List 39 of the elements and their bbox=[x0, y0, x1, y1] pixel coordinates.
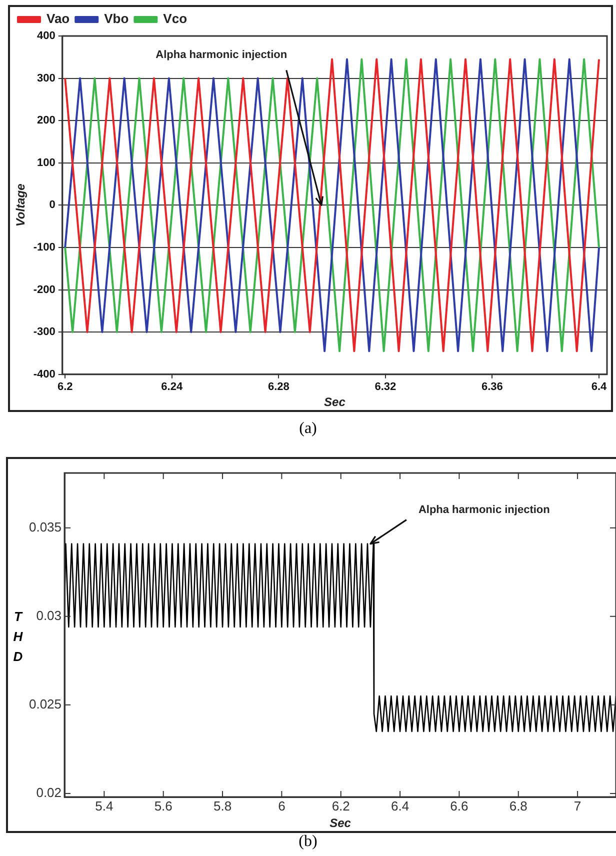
x-tick-label: 6.4 bbox=[390, 798, 410, 814]
y-tick-label: 200 bbox=[37, 114, 56, 127]
text: (a) bbox=[298, 420, 318, 438]
x-tick-label: 6.36 bbox=[482, 381, 503, 394]
legend-label: Vco bbox=[163, 11, 188, 26]
y-tick-label: -400 bbox=[33, 368, 56, 380]
legend-label: Vao bbox=[46, 11, 70, 26]
x-tick-label: 6.32 bbox=[374, 381, 396, 394]
x-tick-label: 6.28 bbox=[268, 381, 290, 394]
x-tick-label: 6.24 bbox=[161, 381, 184, 394]
y-tick-label: 0.035 bbox=[28, 519, 62, 534]
y-tick-label: -300 bbox=[33, 326, 56, 338]
y-tick-label: -100 bbox=[33, 242, 56, 254]
y-tick-label: -200 bbox=[33, 284, 56, 296]
x-axis-title: Sec bbox=[324, 395, 346, 410]
x-tick-label: 6.4 bbox=[591, 381, 608, 394]
x-tick-label: 6.6 bbox=[450, 798, 468, 814]
y-tick-label: 0 bbox=[49, 199, 56, 212]
x-tick-label: 6 bbox=[278, 798, 286, 814]
text: (b) bbox=[298, 833, 318, 851]
y-tick-label: 0.02 bbox=[36, 785, 62, 800]
x-tick-label: 6.8 bbox=[509, 798, 528, 814]
x-tick-label: 5.8 bbox=[213, 798, 232, 814]
x-tick-label: 6.2 bbox=[57, 381, 73, 394]
annotation: Alpha harmonic injection bbox=[156, 49, 288, 62]
y-tick-label: 0.03 bbox=[36, 608, 62, 623]
y-axis-title: THD bbox=[12, 608, 24, 666]
x-tick-label: 5.6 bbox=[154, 798, 172, 814]
x-tick-label: 6.2 bbox=[332, 798, 350, 814]
x-tick-label: 7 bbox=[574, 798, 582, 814]
y-tick-label: 0.025 bbox=[28, 696, 62, 712]
legend-label: Vbo bbox=[104, 11, 129, 26]
y-tick-label: 300 bbox=[37, 72, 56, 84]
y-tick-label: 400 bbox=[37, 30, 56, 42]
y-tick-label: 100 bbox=[37, 156, 56, 169]
x-tick-label: 5.4 bbox=[95, 798, 114, 814]
y-axis-title: Voltage bbox=[14, 183, 28, 227]
x-axis-title: Sec bbox=[330, 816, 352, 830]
annotation: Alpha harmonic injection bbox=[418, 504, 550, 516]
